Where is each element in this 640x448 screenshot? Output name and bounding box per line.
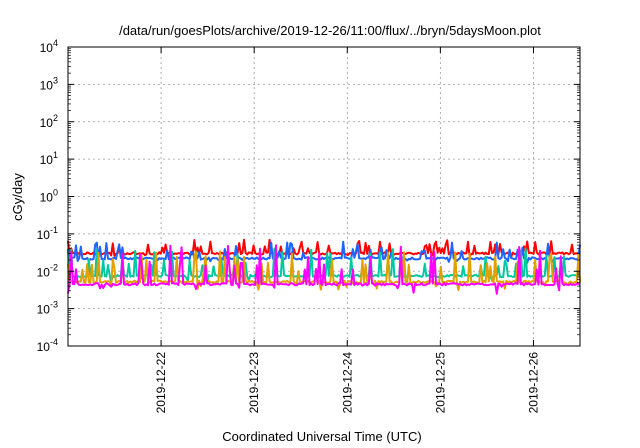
grid xyxy=(68,47,580,346)
x-tick-label: 2019-12-22 xyxy=(154,352,168,414)
x-tick-label: 2019-12-26 xyxy=(526,352,540,414)
y-tick-label: 104 xyxy=(40,38,58,55)
series-line xyxy=(67,240,581,264)
y-tick-label: 10-1 xyxy=(37,225,58,242)
x-tick-label: 2019-12-24 xyxy=(340,352,354,414)
x-axis: 2019-12-22 2019-12-23 2019-12-24 2019-12-25… xyxy=(154,47,540,413)
y-axis-label: cGy/day xyxy=(10,173,25,221)
x-tick-label: 2019-12-25 xyxy=(433,352,447,414)
series-line xyxy=(67,244,581,295)
y-tick-label: 10-2 xyxy=(37,262,58,279)
y-tick-label: 103 xyxy=(40,75,58,92)
chart-title: /data/run/goesPlots/archive/2019-12-26/1… xyxy=(119,23,541,38)
y-tick-label: 10-4 xyxy=(37,337,58,354)
x-tick-label: 2019-12-23 xyxy=(247,352,261,414)
series-lines xyxy=(67,238,581,295)
y-tick-label: 102 xyxy=(40,113,58,130)
y-tick-label: 101 xyxy=(40,150,58,167)
series-line xyxy=(67,250,581,291)
x-axis-label: Coordinated Universal Time (UTC) xyxy=(222,429,421,444)
y-axis: 104 103 102 101 100 10-1 10-2 10-3 10-4 xyxy=(37,38,580,354)
y-tick-label: 10-3 xyxy=(37,300,58,317)
y-tick-label: 100 xyxy=(40,188,58,205)
